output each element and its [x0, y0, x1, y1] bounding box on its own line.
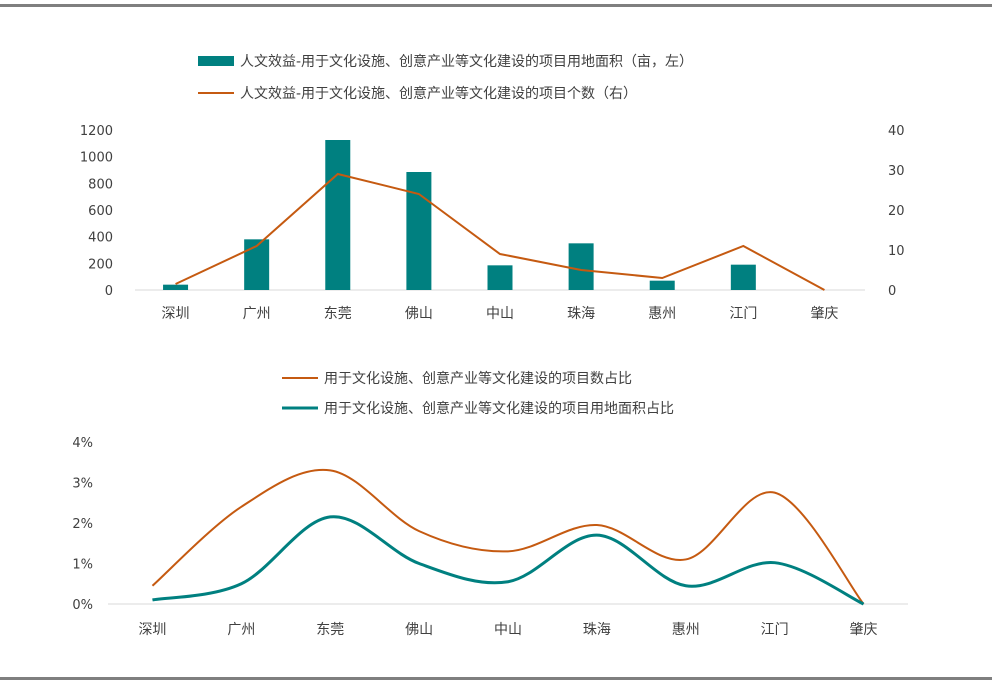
left-tick-label: 600: [88, 204, 113, 219]
left-tick-label: 400: [88, 231, 113, 246]
category-label: 广州: [227, 622, 255, 638]
category-label: 东莞: [316, 622, 344, 638]
legend: 用于文化设施、创意产业等文化建设的项目数占比 用于文化设施、创意产业等文化建设的…: [282, 370, 674, 417]
right-tick-label: 20: [888, 204, 905, 219]
category-label: 中山: [494, 622, 522, 638]
legend: 人文效益-用于文化设施、创意产业等文化建设的项目用地面积（亩，左） 人文效益-用…: [198, 53, 693, 102]
bar: [325, 140, 351, 290]
bar-series: [163, 140, 756, 290]
category-label: 深圳: [138, 622, 166, 638]
category-label: 惠州: [672, 622, 700, 638]
bar: [568, 243, 594, 290]
y-tick-label: 1%: [72, 558, 93, 573]
bar: [487, 265, 513, 290]
right-tick-label: 30: [888, 164, 905, 179]
y-tick-label: 2%: [72, 517, 93, 532]
bar: [730, 264, 756, 290]
line-series: [175, 172, 825, 291]
count-share-line: [151, 468, 865, 605]
left-axis-ticks: 0 200 400 600 800 1000 1200: [80, 124, 113, 299]
left-tick-label: 200: [88, 257, 113, 272]
bar: [406, 172, 432, 290]
category-label: 肇庆: [850, 622, 878, 638]
category-label: 深圳: [162, 306, 190, 322]
category-labels: 深圳 广州 东莞 佛山 中山 珠海 惠州 江门 肇庆: [138, 622, 877, 638]
y-tick-label: 0%: [72, 598, 93, 613]
y-axis-ticks: 0% 1% 2% 3% 4%: [72, 436, 93, 613]
right-axis-ticks: 0 10 20 30 40: [888, 124, 905, 299]
legend-label-line: 人文效益-用于文化设施、创意产业等文化建设的项目个数（右）: [240, 85, 637, 102]
y-tick-label: 3%: [72, 477, 93, 492]
left-tick-label: 800: [88, 177, 113, 192]
category-label: 江门: [729, 306, 757, 322]
category-label: 东莞: [324, 306, 352, 322]
category-labels: 深圳 广州 东莞 佛山 中山 珠海 惠州 江门 肇庆: [162, 306, 839, 322]
bottom-rule: [0, 677, 992, 680]
legend-label-area-share: 用于文化设施、创意产业等文化建设的项目用地面积占比: [324, 400, 674, 417]
right-tick-label: 40: [888, 124, 905, 139]
category-label: 珠海: [583, 622, 611, 638]
left-tick-label: 1000: [80, 151, 113, 166]
legend-label-bar: 人文效益-用于文化设施、创意产业等文化建设的项目用地面积（亩，左）: [240, 53, 693, 70]
top-rule: [0, 4, 992, 7]
right-tick-label: 0: [888, 284, 896, 299]
category-label: 佛山: [405, 622, 433, 638]
left-tick-label: 1200: [80, 124, 113, 139]
right-tick-label: 10: [888, 244, 905, 259]
legend-label-count-share: 用于文化设施、创意产业等文化建设的项目数占比: [324, 370, 632, 387]
category-label: 惠州: [648, 306, 676, 322]
line-series: [151, 468, 865, 606]
category-label: 珠海: [567, 306, 595, 322]
category-label: 肇庆: [810, 306, 838, 322]
area-share-line: [152, 515, 865, 606]
bar: [649, 280, 675, 290]
category-label: 中山: [486, 306, 514, 322]
y-tick-label: 4%: [72, 436, 93, 451]
bar-line-chart: 人文效益-用于文化设施、创意产业等文化建设的项目用地面积（亩，左） 人文效益-用…: [80, 53, 905, 322]
category-label: 广州: [243, 306, 271, 322]
left-tick-label: 0: [105, 284, 113, 299]
bar: [163, 284, 189, 290]
legend-swatch-bar: [198, 56, 234, 66]
count-line: [175, 172, 825, 291]
category-label: 江门: [761, 622, 789, 638]
category-label: 佛山: [405, 306, 433, 322]
bar: [244, 239, 270, 290]
